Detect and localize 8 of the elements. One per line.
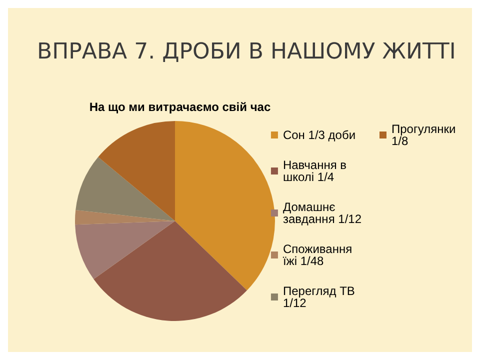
legend-label: Сон 1/3 доби bbox=[282, 128, 356, 142]
legend-label: Перегляд ТВ 1/12 bbox=[282, 284, 358, 310]
chart-subtitle: На що ми витрачаємо свій час bbox=[89, 100, 271, 114]
legend-label: Навчання в школі 1/4 bbox=[282, 158, 350, 184]
chart-title: ВПРАВА 7. ДРОБИ В НАШОМУ ЖИТТІ bbox=[37, 40, 456, 64]
legend-label: Прогулянки 1/8 bbox=[392, 122, 459, 148]
legend-label: Споживання їжі 1/48 bbox=[282, 242, 356, 268]
legend-label: Домашнє завдання 1/12 bbox=[282, 200, 362, 226]
